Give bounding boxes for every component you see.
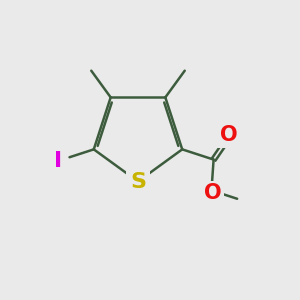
Text: I: I xyxy=(54,151,62,171)
Text: S: S xyxy=(130,172,146,191)
Text: O: O xyxy=(204,183,222,203)
Text: O: O xyxy=(220,125,237,145)
